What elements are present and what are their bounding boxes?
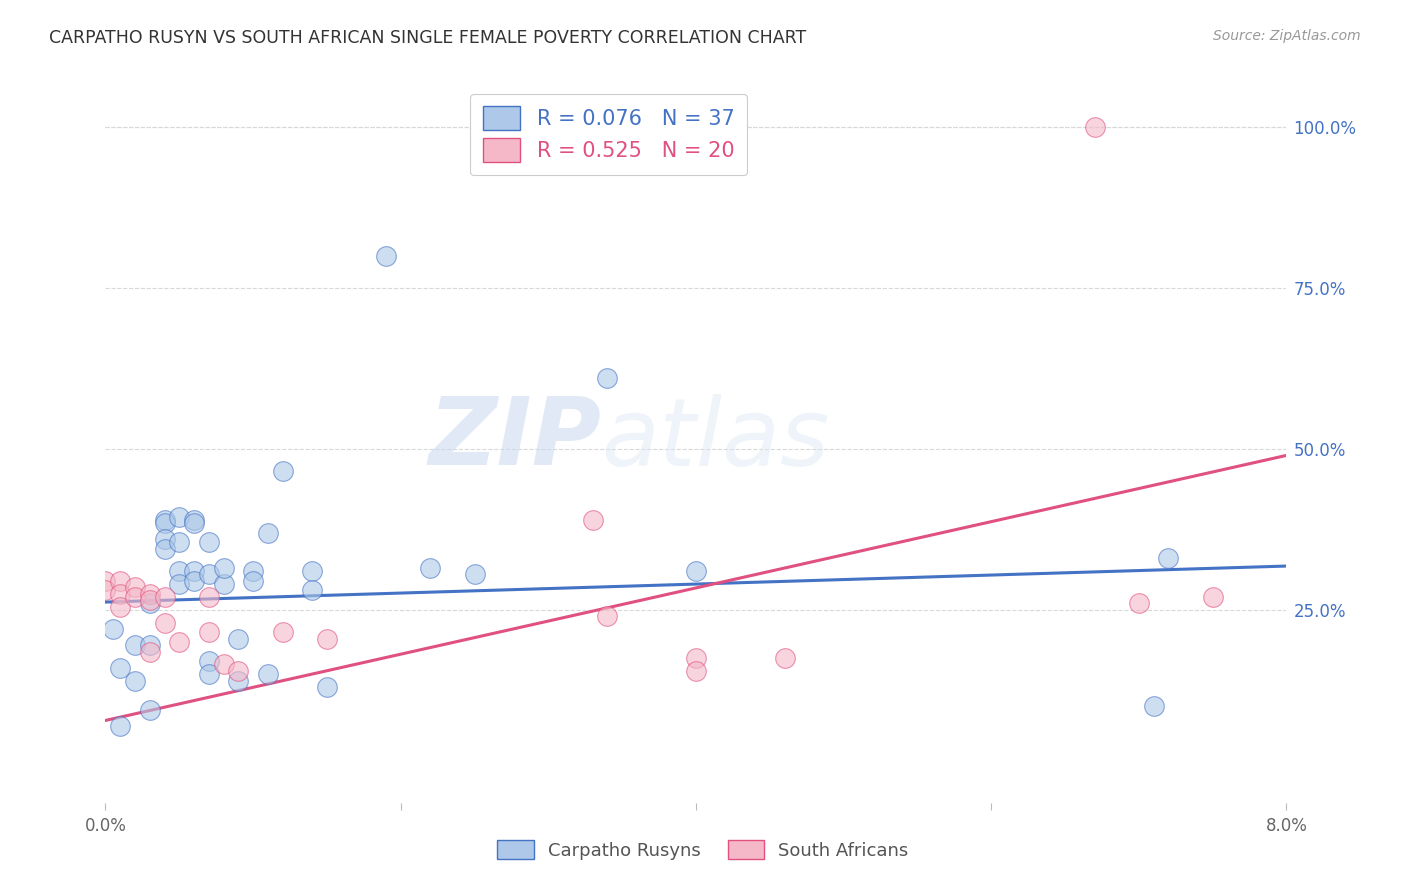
Point: [197, 625, 219, 640]
Point: [153, 615, 176, 630]
Text: atlas: atlas: [602, 393, 830, 485]
Point: [124, 580, 146, 594]
Point: [169, 564, 191, 578]
Point: [94, 583, 117, 598]
Legend: R = 0.076   N = 37, R = 0.525   N = 20: R = 0.076 N = 37, R = 0.525 N = 20: [470, 94, 747, 175]
Point: [124, 638, 146, 652]
Point: [153, 532, 176, 546]
Point: [138, 702, 162, 716]
Point: [685, 664, 707, 678]
Point: [212, 657, 235, 672]
Point: [1157, 551, 1180, 566]
Point: [138, 645, 162, 659]
Point: [212, 561, 235, 575]
Point: [110, 661, 132, 675]
Point: [257, 667, 280, 681]
Point: [153, 541, 176, 556]
Point: [315, 680, 337, 694]
Point: [212, 577, 235, 591]
Point: [183, 516, 205, 530]
Point: [153, 590, 176, 604]
Point: [685, 651, 707, 665]
Point: [271, 465, 294, 479]
Point: [153, 516, 176, 530]
Point: [138, 587, 162, 601]
Point: [301, 583, 323, 598]
Point: [153, 513, 176, 527]
Point: [271, 625, 294, 640]
Point: [464, 567, 486, 582]
Point: [169, 577, 191, 591]
Text: Source: ZipAtlas.com: Source: ZipAtlas.com: [1213, 29, 1361, 43]
Point: [138, 638, 162, 652]
Point: [773, 651, 796, 665]
Point: [257, 525, 280, 540]
Point: [1084, 120, 1107, 135]
Point: [228, 673, 250, 688]
Point: [124, 673, 146, 688]
Point: [169, 535, 191, 549]
Point: [183, 513, 205, 527]
Point: [301, 564, 323, 578]
Point: [110, 599, 132, 614]
Point: [1201, 590, 1223, 604]
Point: [1143, 699, 1166, 714]
Point: [138, 596, 162, 610]
Point: [228, 632, 250, 646]
Point: [1128, 596, 1150, 610]
Point: [315, 632, 337, 646]
Point: [110, 718, 132, 732]
Point: [596, 371, 619, 385]
Point: [374, 249, 398, 263]
Point: [419, 561, 441, 575]
Point: [169, 635, 191, 649]
Text: ZIP: ZIP: [429, 393, 602, 485]
Point: [183, 564, 205, 578]
Point: [197, 567, 219, 582]
Point: [124, 590, 146, 604]
Point: [228, 664, 250, 678]
Point: [197, 535, 219, 549]
Point: [169, 509, 191, 524]
Point: [197, 667, 219, 681]
Point: [94, 574, 117, 588]
Point: [596, 609, 619, 624]
Point: [197, 590, 219, 604]
Point: [242, 574, 264, 588]
Point: [183, 574, 205, 588]
Point: [138, 593, 162, 607]
Point: [110, 574, 132, 588]
Point: [582, 513, 605, 527]
Point: [197, 654, 219, 668]
Point: [242, 564, 264, 578]
Text: CARPATHO RUSYN VS SOUTH AFRICAN SINGLE FEMALE POVERTY CORRELATION CHART: CARPATHO RUSYN VS SOUTH AFRICAN SINGLE F…: [49, 29, 807, 46]
Point: [685, 564, 707, 578]
Legend: Carpatho Rusyns, South Africans: Carpatho Rusyns, South Africans: [491, 833, 915, 867]
Point: [101, 622, 124, 636]
Point: [110, 587, 132, 601]
